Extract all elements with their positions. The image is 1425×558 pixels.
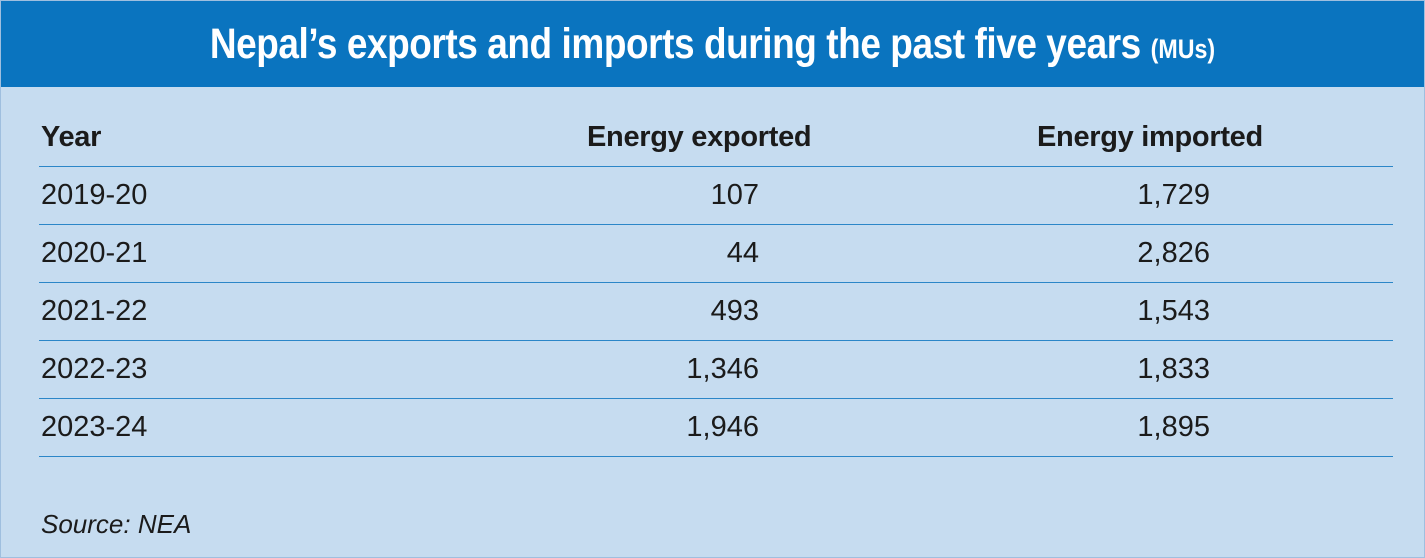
title-text: Nepal’s exports and imports during the p… [209, 19, 1141, 68]
year-cell: 2023-24 [41, 411, 148, 443]
imported-cell: 2,826 [1137, 237, 1210, 269]
chart-title: Nepal’s exports and imports during the p… [210, 20, 1215, 69]
year-cell: 2021-22 [41, 295, 148, 327]
year-cell: 2022-23 [41, 353, 148, 385]
table-row: 2021-22 493 1,543 [39, 283, 1393, 341]
imported-cell: 1,543 [1137, 295, 1210, 327]
source-note: Source: NEA [41, 509, 192, 539]
exported-cell: 1,946 [686, 411, 759, 443]
exported-cell: 44 [726, 237, 759, 269]
table-header-row: Year Energy exported Energy imported [39, 109, 1393, 167]
imported-cell: 1,729 [1137, 179, 1210, 211]
imported-cell: 1,833 [1137, 353, 1210, 385]
column-header-imported: Energy imported [1037, 121, 1263, 153]
table-row: 2022-23 1,346 1,833 [39, 341, 1393, 399]
year-cell: 2020-21 [41, 237, 148, 269]
exported-cell: 107 [710, 179, 759, 211]
table-row: 2019-20 107 1,729 [39, 167, 1393, 225]
table-row: 2020-21 44 2,826 [39, 225, 1393, 283]
column-header-exported: Energy exported [587, 121, 812, 153]
year-cell: 2019-20 [41, 179, 148, 211]
column-header-year: Year [41, 121, 102, 153]
exported-cell: 1,346 [686, 353, 759, 385]
table-row: 2023-24 1,946 1,895 [39, 399, 1393, 457]
data-table: Year Energy exported Energy imported 201… [39, 109, 1393, 457]
unit-label: (MUs) [1150, 33, 1216, 64]
exported-cell: 493 [710, 295, 759, 327]
imported-cell: 1,895 [1137, 411, 1210, 443]
title-banner: Nepal’s exports and imports during the p… [1, 1, 1424, 87]
